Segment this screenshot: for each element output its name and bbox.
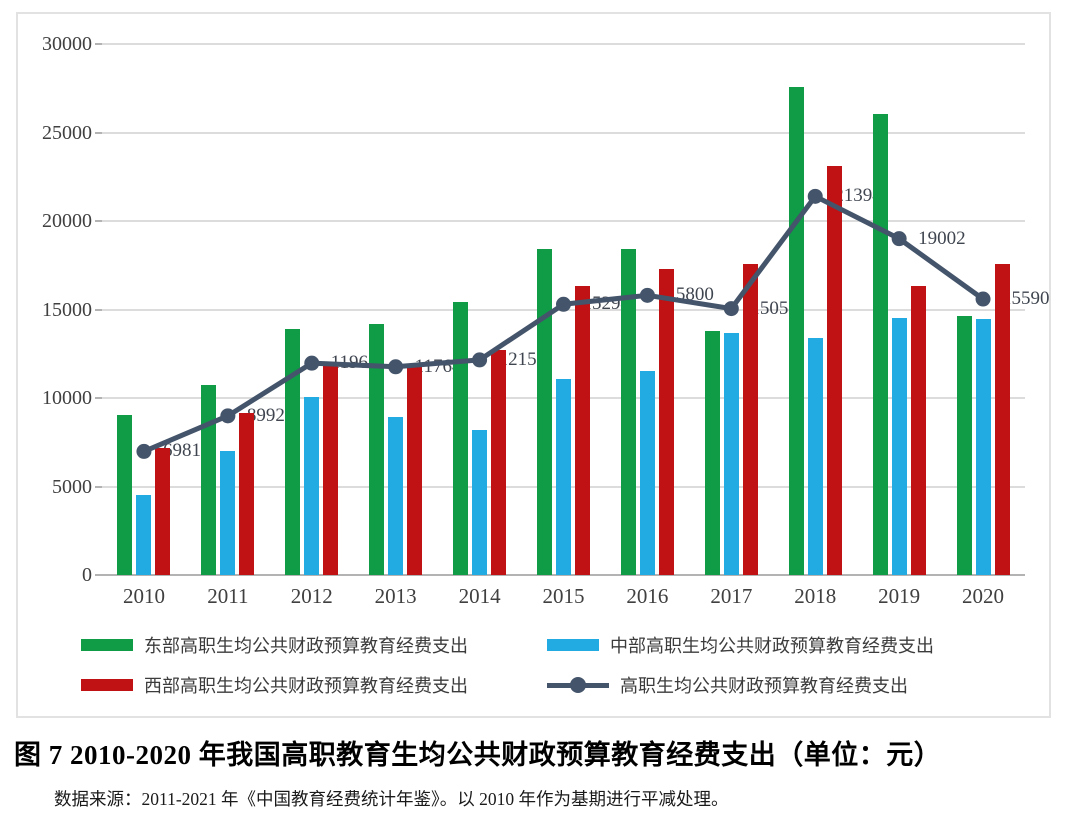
legend-label-line: 高职生均公共财政预算教育经费支出 (620, 676, 908, 696)
y-tick-label-20000: 20000 (42, 210, 92, 232)
bar-east-2010 (117, 414, 133, 575)
bar-east-2012 (285, 328, 301, 575)
line-legend-dot (570, 677, 586, 693)
y-tick-mark-20000 (95, 220, 102, 222)
y-tick-mark-25000 (95, 131, 102, 134)
y-tick-mark-10000 (95, 397, 102, 399)
bar-east-2020 (956, 315, 972, 575)
y-tick-label-15000: 15000 (42, 298, 92, 321)
data-label-2011: 8992 (246, 404, 285, 426)
y-tick-mark-0 (95, 574, 102, 576)
bar-west-2010 (155, 448, 171, 575)
bar-east-2017 (704, 330, 720, 575)
x-axis: 2010 2011 2012 2013 2014 2015 2016 2017 2018 2019… (102, 584, 1025, 612)
bar-east-2011 (201, 384, 217, 575)
x-tick-label-2011: 2011 (207, 584, 249, 608)
bar-west-2013 (407, 363, 423, 575)
trend-point-2011 (220, 408, 236, 424)
legend-label-west: 西部高职生均公共财政预算教育经费支出 (144, 676, 468, 696)
bar-central-2019 (891, 318, 907, 575)
gridline-20000 (102, 220, 1025, 222)
gridline-30000 (102, 43, 1025, 45)
y-tick-mark-15000 (95, 308, 102, 311)
trend-point-2018 (807, 188, 823, 204)
bar-central-2018 (807, 337, 823, 575)
x-tick-label-2020: 2020 (962, 584, 1005, 608)
x-tick-label-2019: 2019 (878, 584, 921, 608)
x-tick-label-2017: 2017 (710, 584, 753, 608)
figure-source: 数据来源：2011-2021 年《中国教育经费统计年鉴》。以 2010 年作为基… (54, 789, 729, 809)
x-tick-label-2010: 2010 (122, 584, 165, 608)
y-tick-mark-30000 (95, 43, 102, 45)
bar-central-2013 (388, 416, 404, 575)
data-label-2019: 19002 (918, 227, 966, 249)
bar-central-2010 (136, 495, 152, 575)
bar-central-2014 (472, 429, 488, 575)
legend-item-west: 西部高职生均公共财政预算教育经费支出 (81, 674, 468, 696)
x-tick-label-2018: 2018 (794, 584, 837, 608)
trend-point-2019 (891, 231, 907, 247)
bar-west-2018 (826, 166, 842, 575)
bar-east-2016 (620, 249, 636, 575)
x-tick-label-2012: 2012 (290, 584, 333, 608)
data-label-2020: 15590 (1002, 288, 1050, 310)
line-series-marker-icon (547, 677, 609, 693)
legend-item-line: 高职生均公共财政预算教育经费支出 (547, 674, 908, 696)
plot-area: 6981 8992 11968 11764 12151 15294 15800 15051 21… (102, 43, 1050, 576)
bar-west-2016 (658, 268, 674, 575)
figure-title: 图 7 2010-2020 年我国高职教育生均公共财政预算教育经费支出（单位：元… (14, 740, 942, 770)
x-tick-label-2016: 2016 (626, 584, 669, 608)
trend-point-2012 (304, 355, 320, 371)
bar-west-2014 (491, 350, 507, 575)
bar-west-2011 (239, 413, 255, 575)
central-series-swatch (547, 639, 599, 651)
bar-east-2015 (537, 249, 552, 575)
legend-label-east: 东部高职生均公共财政预算教育经费支出 (144, 636, 468, 656)
bar-central-2020 (975, 319, 991, 575)
bar-central-2017 (723, 333, 739, 575)
trend-line (136, 188, 991, 459)
data-label-2010: 6981 (162, 440, 201, 462)
bar-central-2016 (639, 370, 655, 575)
trend-point-2013 (388, 359, 404, 375)
y-tick-label-5000: 5000 (52, 475, 92, 498)
x-tick-label-2013: 2013 (374, 584, 417, 608)
trend-point-2010 (136, 443, 152, 459)
bar-west-2017 (742, 264, 758, 575)
bar-west-2020 (994, 264, 1010, 575)
y-tick-label-0: 0 (82, 564, 92, 586)
legend-item-central: 中部高职生均公共财政预算教育经费支出 (547, 634, 934, 656)
y-tick-label-25000: 25000 (42, 121, 92, 144)
west-series-swatch (81, 679, 133, 691)
chart-frame: 6981 8992 11968 11764 12151 15294 15800 15051 21… (16, 12, 1051, 718)
legend-item-east: 东部高职生均公共财政预算教育经费支出 (81, 634, 468, 656)
data-label-2014: 12151 (498, 348, 547, 370)
trend-point-2015 (556, 296, 571, 312)
trend-point-2016 (639, 287, 655, 303)
data-label-2018: 21394 (834, 185, 882, 207)
bar-east-2013 (369, 323, 385, 575)
east-series-swatch (81, 639, 133, 651)
bar-east-2014 (453, 301, 469, 575)
bar-west-2015 (575, 285, 590, 575)
bar-west-2012 (323, 365, 339, 575)
y-tick-mark-5000 (95, 485, 102, 488)
bar-central-2015 (556, 379, 571, 575)
bar-central-2011 (220, 451, 236, 575)
y-tick-label-30000: 30000 (42, 33, 92, 55)
trend-point-2020 (975, 291, 991, 307)
bar-west-2019 (910, 285, 926, 575)
trend-point-2017 (723, 301, 739, 317)
x-tick-label-2014: 2014 (458, 584, 501, 608)
x-tick-label-2015: 2015 (542, 584, 585, 608)
data-label-2017: 15051 (750, 297, 798, 319)
gridline-0 (102, 574, 1025, 576)
legend-label-central: 中部高职生均公共财政预算教育经费支出 (610, 636, 934, 656)
trend-point-2014 (472, 352, 488, 368)
bar-east-2018 (788, 87, 804, 575)
gridline-25000 (102, 131, 1025, 134)
y-tick-label-10000: 10000 (42, 387, 92, 409)
bar-central-2012 (304, 397, 320, 575)
